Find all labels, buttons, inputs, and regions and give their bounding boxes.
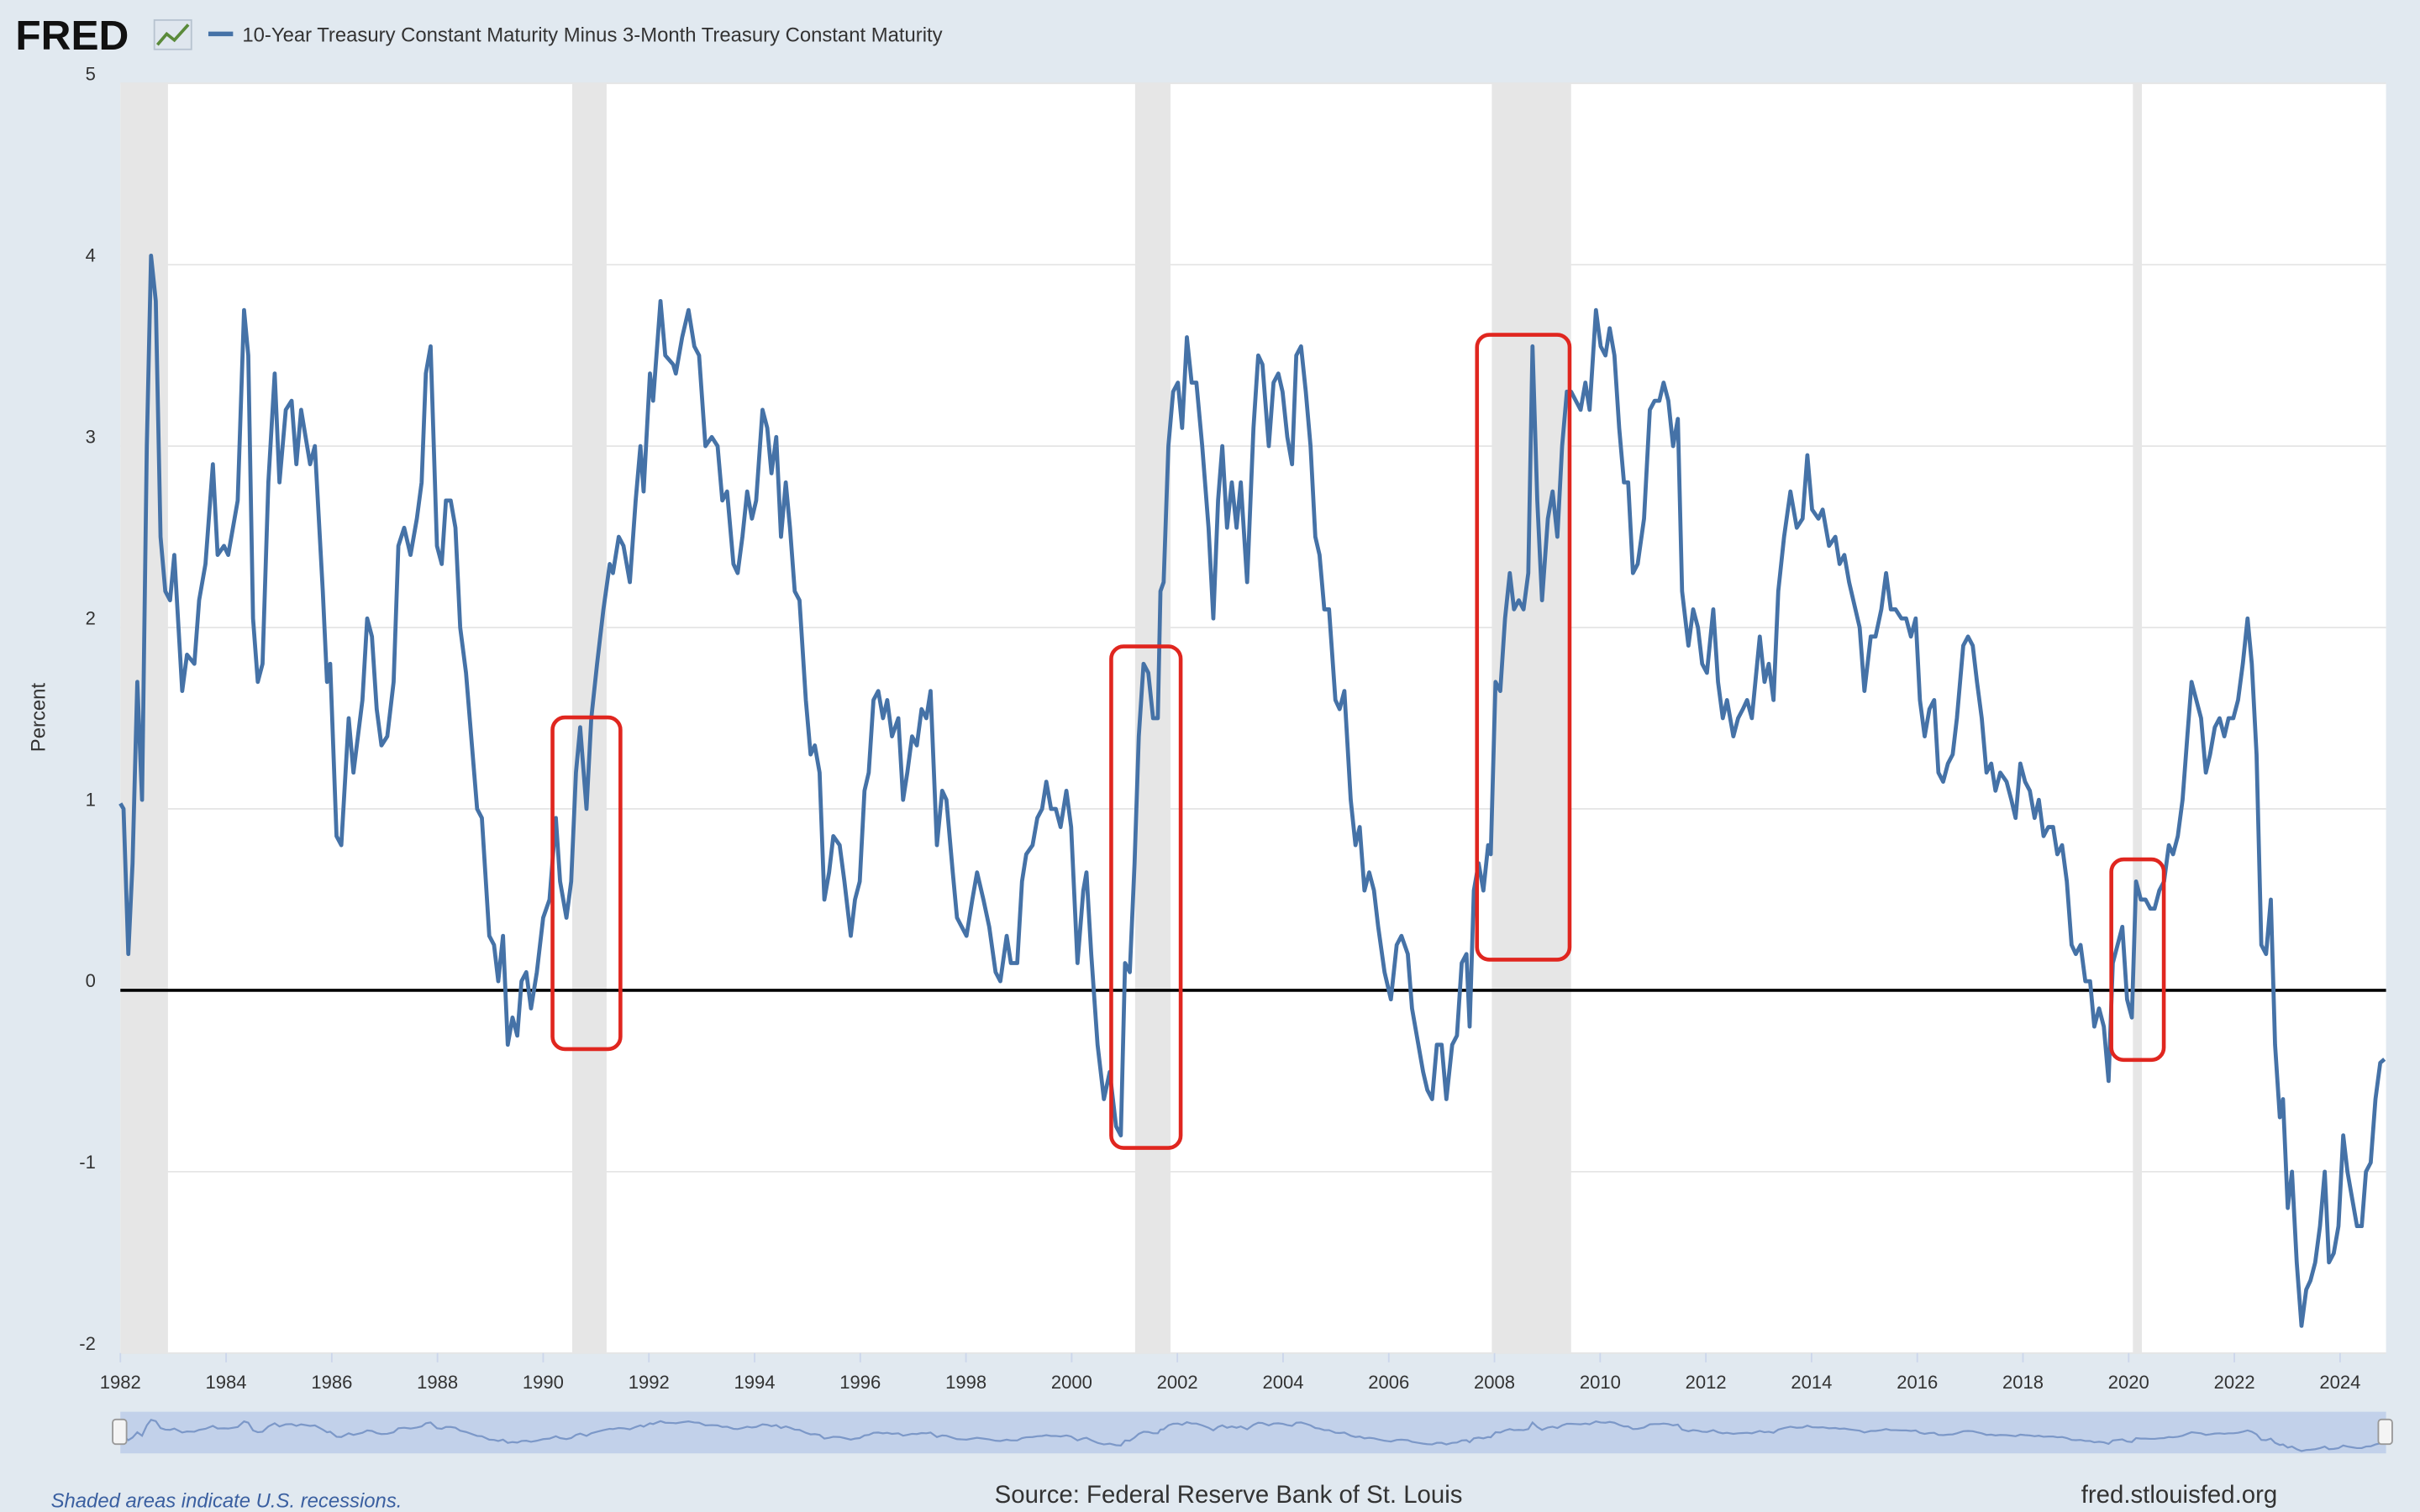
x-tick-label: 1988 (417, 1372, 458, 1393)
x-tick-label: 1986 (311, 1372, 352, 1393)
y-tick-label: -1 (79, 1152, 96, 1173)
highlight-box (1109, 644, 1183, 1150)
x-tick-label: 2008 (1474, 1372, 1515, 1393)
x-tick-label: 2016 (1897, 1372, 1938, 1393)
navigator-handle[interactable] (2377, 1418, 2393, 1446)
x-tick-label: 2020 (2108, 1372, 2149, 1393)
logo: FRED (15, 12, 129, 59)
y-tick-label: 5 (86, 64, 96, 85)
x-tick-label: 1998 (945, 1372, 986, 1393)
highlight-box (2109, 857, 2166, 1063)
x-tick-label: 2006 (1368, 1372, 1409, 1393)
series-line (118, 253, 2386, 1328)
y-tick-label: 4 (86, 244, 96, 265)
line-layer (118, 253, 2386, 1328)
y-tick-label: 2 (86, 607, 96, 628)
y-tick-label: 0 (86, 970, 96, 991)
y-tick-label: -2 (79, 1333, 96, 1354)
x-tick-label: 2010 (1580, 1372, 1621, 1393)
highlight-box (550, 715, 623, 1052)
plot-area (120, 83, 2386, 1353)
logo-icon (153, 18, 192, 50)
site: fred.stlouisfed.org (2081, 1481, 2278, 1509)
x-tick-label: 1996 (839, 1372, 881, 1393)
y-tick-label: 3 (86, 426, 96, 447)
recession-note: Shaded areas indicate U.S. recessions. (51, 1489, 402, 1512)
x-tick-label: 2018 (2002, 1372, 2044, 1393)
x-tick-label: 2012 (1686, 1372, 1727, 1393)
navigator-handle[interactable] (112, 1418, 128, 1446)
x-tick-label: 1990 (523, 1372, 564, 1393)
grid-layer (120, 82, 2386, 1354)
highlight-boxes (550, 333, 2166, 1150)
x-tick-label: 1982 (100, 1372, 141, 1393)
navigator-line (120, 1419, 2385, 1452)
x-tick-label: 2002 (1157, 1372, 1198, 1393)
x-tick-label: 2014 (1791, 1372, 1832, 1393)
x-tick-label: 2004 (1262, 1372, 1303, 1393)
recession-band (1491, 83, 1571, 1353)
navigator-track (120, 1411, 2386, 1454)
recession-band (2133, 83, 2143, 1353)
navigator (120, 1411, 2386, 1454)
highlight-box (1475, 333, 1572, 962)
x-tick-label: 1994 (734, 1372, 776, 1393)
y-axis-label: Percent (27, 683, 50, 753)
y-tick-label: 1 (86, 789, 96, 810)
x-tick-label: 2024 (2319, 1372, 2360, 1393)
logo-icon-box (153, 18, 192, 50)
x-tick-label: 1992 (629, 1372, 670, 1393)
logo-icon-line (155, 24, 190, 46)
source: Source: Federal Reserve Bank of St. Loui… (995, 1481, 1463, 1509)
legend-label: 10-Year Treasury Constant Maturity Minus… (242, 24, 942, 47)
x-tick-label: 2000 (1051, 1372, 1092, 1393)
x-tick-label: 2022 (2214, 1372, 2255, 1393)
x-tick-label: 1984 (206, 1372, 247, 1393)
